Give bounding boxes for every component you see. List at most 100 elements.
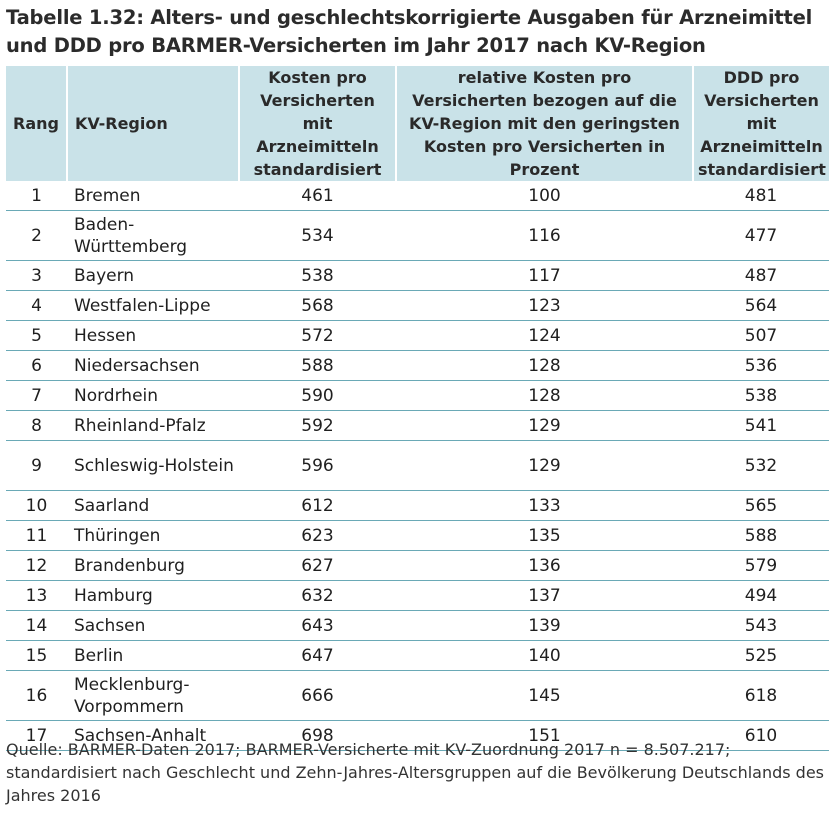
source-note: Quelle: BARMER-Daten 2017; BARMER-Versic…: [6, 740, 825, 805]
table-row: 4 Westfalen-Lippe 568 123 564: [6, 290, 829, 321]
cell-ddd: 543: [693, 610, 829, 641]
table-body: 1 Bremen 461 100 481 2 Baden-Württemberg 534 116…: [6, 181, 829, 751]
cell-relative-kosten: 133: [396, 490, 693, 521]
cell-kv-region: Niedersachsen: [67, 350, 239, 381]
table-row: 12 Brandenburg 627 136 579: [6, 550, 829, 581]
cell-ddd: 487: [693, 260, 829, 291]
cell-kosten: 666: [239, 670, 396, 721]
cell-ddd: 564: [693, 290, 829, 321]
cell-relative-kosten: 135: [396, 520, 693, 551]
table-row: 14 Sachsen 643 139 543: [6, 610, 829, 641]
cell-relative-kosten: 137: [396, 580, 693, 611]
cell-rang: 5: [6, 320, 67, 351]
cell-rang: 17: [6, 720, 67, 751]
table-row: 16 Mecklenburg-Vorpommern 666 145 618: [6, 670, 829, 721]
cell-kv-region: Sachsen-Anhalt: [67, 720, 239, 751]
cell-kv-region: Sachsen: [67, 610, 239, 641]
table-row: 13 Hamburg 632 137 494: [6, 580, 829, 611]
cell-rang: 10: [6, 490, 67, 521]
cell-kv-region: Nordrhein: [67, 380, 239, 411]
cell-ddd: 481: [693, 181, 829, 211]
table-title: Tabelle 1.32: Alters- und geschlechtskor…: [6, 6, 813, 57]
table-row: 10 Saarland 612 133 565: [6, 490, 829, 521]
cell-kv-region: Saarland: [67, 490, 239, 521]
cell-relative-kosten: 128: [396, 350, 693, 381]
cell-relative-kosten: 139: [396, 610, 693, 641]
cell-ddd: 477: [693, 210, 829, 261]
cell-kv-region: Hamburg: [67, 580, 239, 611]
header-rang: Rang: [6, 66, 68, 181]
kv-region-table: Rang KV-Region Kosten pro Versicherten m…: [6, 66, 829, 751]
cell-kv-region: Brandenburg: [67, 550, 239, 581]
cell-rang: 15: [6, 640, 67, 671]
cell-kv-region: Berlin: [67, 640, 239, 671]
cell-relative-kosten: 129: [396, 410, 693, 441]
cell-relative-kosten: 100: [396, 181, 693, 211]
header-kosten: Kosten pro Versicherten mit Arzneimittel…: [239, 66, 397, 181]
cell-ddd: 579: [693, 550, 829, 581]
cell-kosten: 461: [239, 181, 396, 211]
cell-rang: 14: [6, 610, 67, 641]
cell-kosten: 623: [239, 520, 396, 551]
cell-rang: 4: [6, 290, 67, 321]
cell-relative-kosten: 123: [396, 290, 693, 321]
cell-relative-kosten: 140: [396, 640, 693, 671]
cell-kosten: 612: [239, 490, 396, 521]
cell-ddd: 532: [693, 440, 829, 491]
cell-rang: 13: [6, 580, 67, 611]
cell-kosten: 643: [239, 610, 396, 641]
cell-kosten: 572: [239, 320, 396, 351]
table-row: 9 Schleswig-Holstein 596 129 532: [6, 440, 829, 491]
table-header-row: Rang KV-Region Kosten pro Versicherten m…: [6, 66, 829, 181]
table-row: 8 Rheinland-Pfalz 592 129 541: [6, 410, 829, 441]
cell-kosten: 538: [239, 260, 396, 291]
table-row: 2 Baden-Württemberg 534 116 477: [6, 210, 829, 261]
cell-kv-region: Westfalen-Lippe: [67, 290, 239, 321]
cell-relative-kosten: 124: [396, 320, 693, 351]
table-row: 11 Thüringen 623 135 588: [6, 520, 829, 551]
header-kv-region: KV-Region: [67, 66, 240, 181]
cell-ddd: 588: [693, 520, 829, 551]
table-row: 5 Hessen 572 124 507: [6, 320, 829, 351]
cell-kv-region: Schleswig-Holstein: [67, 440, 239, 491]
cell-relative-kosten: 117: [396, 260, 693, 291]
cell-kosten: 647: [239, 640, 396, 671]
cell-kv-region: Bremen: [67, 181, 239, 211]
cell-ddd: 494: [693, 580, 829, 611]
cell-relative-kosten: 145: [396, 670, 693, 721]
table-row: 1 Bremen 461 100 481: [6, 181, 829, 211]
cell-ddd: 538: [693, 380, 829, 411]
cell-rang: 11: [6, 520, 67, 551]
cell-rang: 1: [6, 181, 67, 211]
header-relative-kosten: relative Kosten pro Versicherten bezogen…: [396, 66, 694, 181]
cell-kv-region: Hessen: [67, 320, 239, 351]
cell-kosten: 627: [239, 550, 396, 581]
cell-relative-kosten: 129: [396, 440, 693, 491]
cell-relative-kosten: 128: [396, 380, 693, 411]
cell-relative-kosten: 136: [396, 550, 693, 581]
cell-ddd: 536: [693, 350, 829, 381]
header-ddd: DDD pro Versicherten mit Arzneimitteln s…: [693, 66, 829, 181]
cell-relative-kosten: 116: [396, 210, 693, 261]
cell-rang: 2: [6, 210, 67, 261]
cell-ddd: 541: [693, 410, 829, 441]
cell-kosten: 592: [239, 410, 396, 441]
table-row: 15 Berlin 647 140 525: [6, 640, 829, 671]
cell-kv-region: Rheinland-Pfalz: [67, 410, 239, 441]
cell-kv-region: Bayern: [67, 260, 239, 291]
table-row: 3 Bayern 538 117 487: [6, 260, 829, 291]
cell-kosten: 534: [239, 210, 396, 261]
cell-kosten: 596: [239, 440, 396, 491]
cell-ddd: 565: [693, 490, 829, 521]
table-row: 6 Niedersachsen 588 128 536: [6, 350, 829, 381]
cell-ddd: 525: [693, 640, 829, 671]
cell-ddd: 610: [693, 720, 829, 751]
cell-rang: 12: [6, 550, 67, 581]
cell-kosten: 590: [239, 380, 396, 411]
cell-rang: 7: [6, 380, 67, 411]
cell-relative-kosten: 151: [396, 720, 693, 751]
cell-rang: 16: [6, 670, 67, 721]
cell-rang: 6: [6, 350, 67, 381]
cell-kosten: 632: [239, 580, 396, 611]
